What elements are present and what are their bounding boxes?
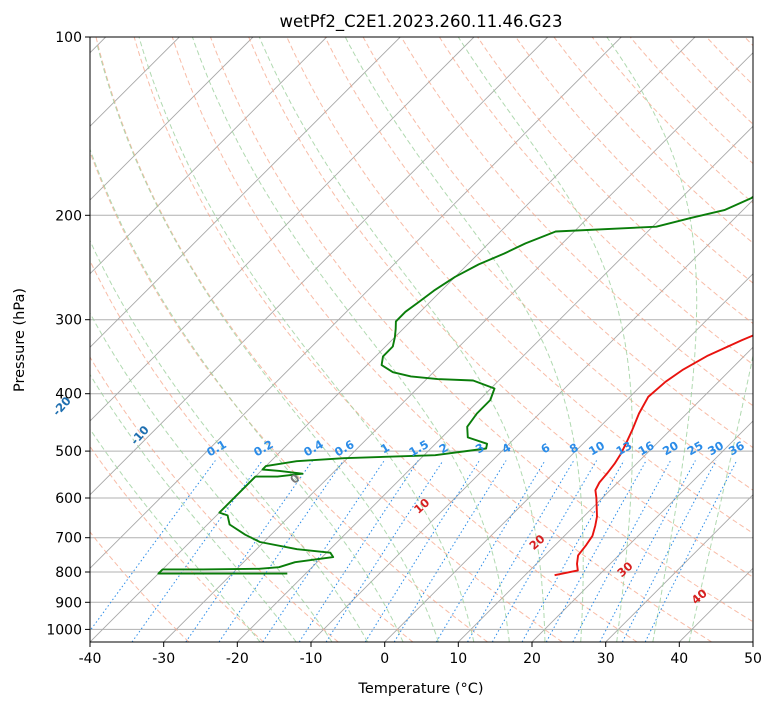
isotherm-line	[605, 494, 753, 642]
dewpoint-profile	[157, 195, 753, 575]
y-tick-label: 1000	[46, 622, 82, 638]
x-axis-title: Temperature (°C)	[357, 681, 483, 697]
x-tick-label: 40	[670, 651, 688, 667]
mixing-ratio-line	[521, 460, 625, 642]
dry-adiabat	[210, 37, 753, 623]
dry-adiabat	[171, 37, 712, 642]
mixing-ratio-line	[435, 460, 546, 642]
x-tick-label: 50	[744, 651, 762, 667]
isotherm-line	[90, 37, 475, 422]
moist-adiabat	[97, 45, 439, 642]
mixing-ratio-label: 16	[636, 438, 657, 458]
mixing-ratio-line	[218, 460, 344, 642]
moist-adiabat	[90, 239, 369, 642]
chart-title: wetPf2_C2E1.2023.260.11.46.G23	[279, 12, 562, 32]
mixing-ratio-label: 36	[726, 438, 747, 458]
temperature-profile	[554, 334, 753, 577]
y-tick-label: 300	[55, 313, 82, 329]
mixing-ratio-label: 25	[685, 438, 706, 458]
mixing-ratio-line	[131, 460, 263, 642]
mixing-ratio-label: 30	[705, 438, 726, 458]
dry-adiabat	[286, 37, 753, 534]
isotherm-line	[457, 346, 753, 642]
dry-adiabat	[477, 37, 753, 325]
dry-adiabat	[95, 37, 563, 642]
y-axis-title: Pressure (hPa)	[12, 288, 28, 392]
x-tick-label: -20	[226, 651, 249, 667]
y-tick-label: 100	[55, 30, 82, 46]
y-tick-label: 200	[55, 208, 82, 224]
y-tick-label: 500	[55, 444, 82, 460]
x-tick-label: 10	[449, 651, 467, 667]
series-layer	[157, 195, 753, 577]
mixing-ratio-line	[467, 460, 575, 642]
dry-adiabat	[553, 37, 753, 244]
moist-adiabat	[90, 312, 333, 642]
moist-adiabat	[90, 147, 404, 642]
mixing-ratio-line	[545, 460, 647, 642]
x-tick-label: -40	[79, 651, 102, 667]
dry-adiabat	[362, 37, 753, 449]
plot-frame	[89, 36, 754, 643]
isotherm-line	[163, 52, 753, 642]
moist-adiabat	[344, 37, 584, 642]
x-tick-label: -30	[152, 651, 175, 667]
tick-layer: -40 -30 -20 -10 0 10 20 30 40 50 100 200 300 400 500 60…	[46, 30, 762, 667]
mixing-ratio-line	[644, 460, 738, 642]
y-tick-label: 400	[55, 387, 82, 403]
x-tick-label: 20	[523, 651, 541, 667]
mixing-ratio-line	[491, 460, 598, 642]
dry-adiabat	[591, 37, 753, 204]
dry-adiabat	[90, 356, 339, 642]
mixing-ratio-line	[90, 460, 216, 632]
moist-adiabat	[90, 373, 297, 642]
isotherm-line	[90, 37, 401, 348]
isotherm-line	[384, 273, 753, 642]
isotherm-line	[90, 37, 254, 201]
dry-adiabat	[133, 37, 638, 642]
x-tick-label: 30	[597, 651, 615, 667]
y-tick-label: 800	[55, 565, 82, 581]
isotherm-line	[90, 37, 549, 496]
isotherm-line	[236, 125, 753, 642]
dry-adiabat	[248, 37, 753, 578]
grid-layer	[90, 37, 753, 642]
mixing-ratio-line	[393, 460, 507, 642]
moist-adiabat	[457, 37, 633, 642]
dry-adiabat	[400, 37, 753, 407]
y-tick-label: 700	[55, 531, 82, 547]
mixing-ratio-label: 20	[660, 438, 681, 458]
isotherm-line	[90, 37, 328, 275]
isotherm-line	[90, 37, 622, 569]
x-tick-label: -10	[300, 651, 323, 667]
isotherm-line	[90, 37, 696, 642]
dry-adiabat	[438, 37, 753, 366]
mixing-ratio-label: 13	[614, 438, 635, 458]
moist-adiabat	[258, 37, 546, 642]
mixing-ratio-line	[185, 460, 314, 642]
x-tick-label: 0	[380, 651, 389, 667]
mixing-ratio-line	[298, 460, 419, 642]
y-tick-label: 600	[55, 491, 82, 507]
dry-adiabat	[90, 531, 190, 642]
isotherm-line	[531, 420, 753, 642]
y-tick-label: 900	[55, 595, 82, 611]
moist-adiabat	[138, 37, 475, 642]
dry-adiabat	[324, 37, 753, 491]
dry-adiabat	[90, 150, 488, 642]
moist-adiabat	[191, 37, 510, 642]
mixing-ratio-label: 10	[586, 438, 607, 458]
moist-adiabat	[606, 37, 698, 642]
